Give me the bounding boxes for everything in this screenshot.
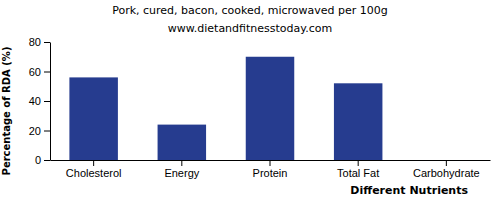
y-tick: 80 (29, 36, 50, 48)
y-tick-label: 20 (29, 125, 41, 137)
y-tick: 60 (29, 66, 50, 78)
x-tick-label: Cholesterol (66, 167, 122, 179)
x-tick: Carbohydrate (413, 160, 480, 179)
x-tick-mark (270, 160, 271, 166)
x-tick-mark (181, 160, 182, 166)
y-tick-mark (44, 72, 50, 73)
y-tick: 20 (29, 125, 50, 137)
x-tick: Total Fat (337, 160, 379, 179)
y-tick-mark (44, 160, 50, 161)
bars (69, 57, 382, 160)
x-label: Different Nutrients (350, 184, 468, 197)
x-tick: Cholesterol (66, 160, 122, 179)
y-tick-label: 40 (29, 95, 41, 107)
y-tick-label: 0 (35, 154, 41, 166)
y-tick-mark (44, 101, 50, 102)
bar (334, 83, 382, 160)
y-axis-line (50, 43, 51, 161)
chart: 0 20 40 60 80 Cholesterol Energy Protein Total F… (0, 0, 500, 200)
x-tick-mark (446, 160, 447, 166)
y-tick-mark (44, 131, 50, 132)
bar (422, 160, 470, 161)
plot: 0 20 40 60 80 Cholesterol Energy Protein Total F… (29, 36, 491, 179)
x-tick-mark (93, 160, 94, 166)
y-label: Percentage of RDA (%) (1, 47, 12, 176)
x-tick-mark (358, 160, 359, 166)
x-tick: Protein (253, 160, 288, 179)
bar (69, 77, 117, 160)
x-tick-label: Carbohydrate (413, 167, 480, 179)
x-tick: Energy (164, 160, 199, 179)
subtitle: www.dietandfitnesstoday.com (168, 22, 332, 35)
y-tick-label: 60 (29, 66, 41, 78)
bar (246, 57, 294, 160)
x-tick-label: Total Fat (337, 167, 379, 179)
y-tick: 40 (29, 95, 50, 107)
x-axis: Cholesterol Energy Protein Total Fat Carbohy… (51, 160, 491, 179)
y-tick-mark (44, 42, 50, 43)
bar (158, 125, 206, 160)
title: Pork, cured, bacon, cooked, microwaved p… (112, 4, 388, 17)
y-tick-label: 80 (29, 36, 41, 48)
x-tick-label: Protein (253, 167, 288, 179)
y-axis: 0 20 40 60 80 (29, 36, 51, 166)
x-tick-label: Energy (164, 167, 199, 179)
y-tick: 0 (35, 154, 50, 166)
